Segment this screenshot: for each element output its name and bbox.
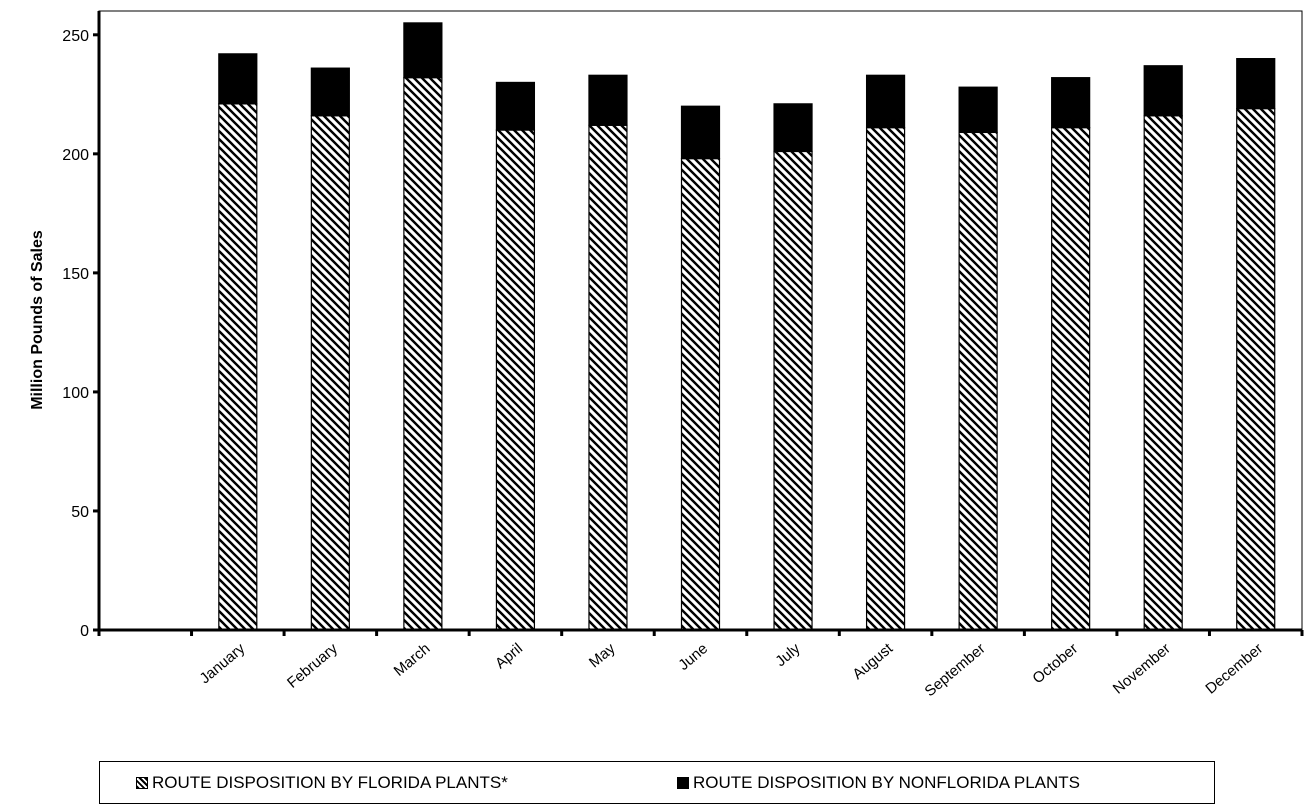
legend: ROUTE DISPOSITION BY FLORIDA PLANTS* ROU…: [99, 761, 1215, 804]
bar-nonflorida-june: [680, 105, 721, 160]
x-tick-label-december: December: [1202, 640, 1266, 698]
x-tick-label-february: February: [284, 640, 341, 692]
y-tick-label: 0: [80, 623, 89, 640]
bar-florida-april: [495, 129, 536, 631]
bar-nonflorida-january: [218, 53, 258, 105]
bar-nonflorida-may: [588, 74, 628, 126]
x-tick-label-april: April: [492, 640, 526, 672]
legend-item-florida: ROUTE DISPOSITION BY FLORIDA PLANTS*: [136, 773, 508, 793]
legend-label-nonflorida: ROUTE DISPOSITION BY NONFLORIDA PLANTS: [693, 773, 1080, 792]
x-tick-label-july: July: [772, 640, 804, 670]
y-tick-label: 150: [62, 266, 89, 283]
bar-florida-march: [403, 77, 443, 631]
bar-nonflorida-april: [495, 81, 536, 131]
bar-florida-august: [865, 127, 906, 631]
y-tick-label: 100: [62, 385, 89, 402]
x-tick-label-may: May: [586, 640, 619, 672]
y-axis-title: Million Pounds of Sales: [29, 230, 46, 410]
bar-florida-december: [1236, 108, 1276, 631]
legend-item-nonflorida: ROUTE DISPOSITION BY NONFLORIDA PLANTS: [677, 773, 1080, 793]
bar-nonflorida-july: [773, 103, 813, 153]
bar-florida-july: [773, 150, 813, 631]
y-tick-label: 200: [62, 147, 89, 164]
bars: [218, 22, 1276, 631]
bar-florida-june: [680, 158, 721, 631]
y-tick-labels: 0 50 100 150 200 250: [62, 28, 89, 640]
bar-nonflorida-september: [958, 86, 998, 134]
y-tick-label: 250: [62, 28, 89, 45]
hatched-swatch-icon: [136, 777, 148, 789]
axes: [93, 11, 1304, 636]
legend-label-florida: ROUTE DISPOSITION BY FLORIDA PLANTS*: [152, 773, 508, 792]
bar-nonflorida-march: [403, 22, 443, 79]
bar-florida-january: [218, 103, 258, 631]
bar-nonflorida-february: [310, 67, 350, 117]
x-tick-label-june: June: [675, 640, 711, 674]
bar-florida-november: [1143, 115, 1183, 631]
bar-nonflorida-august: [865, 74, 906, 129]
x-tick-label-august: August: [849, 640, 896, 684]
bar-florida-may: [588, 124, 628, 631]
bar-nonflorida-december: [1236, 58, 1276, 110]
bar-florida-october: [1051, 127, 1091, 631]
y-tick-label: 50: [71, 504, 89, 521]
solid-swatch-icon: [677, 777, 689, 789]
bar-florida-september: [958, 131, 998, 631]
bar-florida-february: [310, 115, 350, 631]
x-tick-label-january: January: [197, 640, 249, 688]
x-tick-labels: January February March April May June July Augu…: [197, 640, 1267, 701]
x-tick-label-march: March: [391, 640, 434, 680]
x-tick-label-october: October: [1029, 640, 1081, 687]
x-tick-label-november: November: [1110, 640, 1174, 698]
x-tick-label-september: September: [922, 640, 989, 700]
bar-nonflorida-october: [1051, 77, 1091, 129]
bar-nonflorida-november: [1143, 65, 1183, 117]
